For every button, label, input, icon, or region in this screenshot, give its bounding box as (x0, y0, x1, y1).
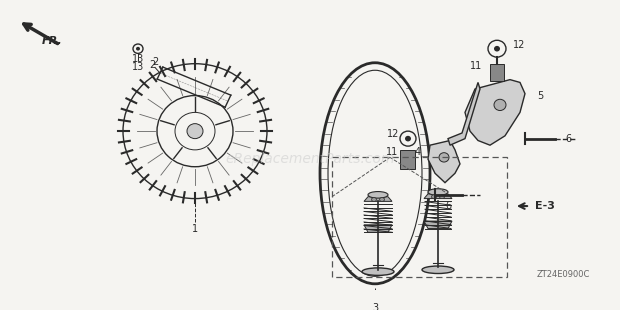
Polygon shape (424, 221, 452, 228)
Polygon shape (364, 225, 392, 232)
Polygon shape (364, 197, 392, 202)
Ellipse shape (368, 192, 388, 198)
Ellipse shape (362, 268, 394, 275)
Ellipse shape (432, 195, 436, 199)
Polygon shape (424, 194, 452, 199)
Polygon shape (448, 82, 480, 145)
Text: 12: 12 (387, 129, 399, 139)
Text: 6: 6 (565, 134, 571, 144)
Circle shape (494, 99, 506, 111)
Text: 12: 12 (513, 40, 525, 50)
Bar (400, 150, 415, 169)
Polygon shape (465, 80, 525, 145)
Text: 6: 6 (445, 201, 451, 211)
Text: eReplacementParts.com: eReplacementParts.com (225, 152, 395, 166)
Circle shape (494, 46, 500, 51)
Text: FR.: FR. (42, 36, 63, 46)
Text: 11: 11 (470, 60, 482, 71)
Text: 13: 13 (132, 54, 144, 64)
Text: 5: 5 (537, 91, 543, 100)
Ellipse shape (371, 198, 376, 202)
Ellipse shape (440, 195, 445, 199)
Ellipse shape (379, 198, 384, 202)
Text: 1: 1 (192, 224, 198, 234)
Text: 4: 4 (415, 147, 421, 157)
Bar (490, 64, 504, 81)
Polygon shape (428, 140, 460, 183)
Circle shape (439, 153, 449, 162)
Text: E-3: E-3 (535, 201, 555, 211)
Text: 2: 2 (152, 57, 158, 67)
Text: ZT24E0900C: ZT24E0900C (537, 270, 590, 279)
Ellipse shape (428, 189, 448, 195)
Circle shape (405, 136, 411, 141)
Text: 11: 11 (386, 147, 398, 157)
Circle shape (136, 47, 140, 51)
Ellipse shape (422, 266, 454, 273)
Text: 2: 2 (149, 60, 155, 70)
Text: 3: 3 (372, 303, 378, 310)
Text: 13: 13 (132, 62, 144, 73)
Circle shape (187, 124, 203, 139)
